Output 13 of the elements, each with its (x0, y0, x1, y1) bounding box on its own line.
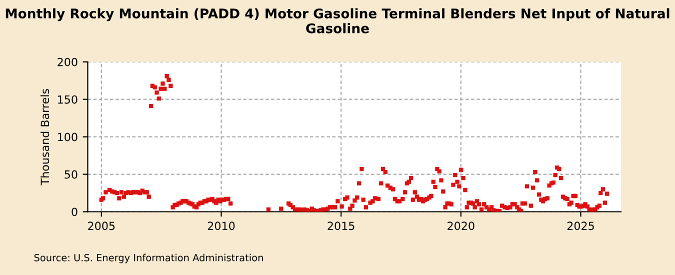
x-tick-label: 2025 (567, 222, 594, 230)
y-tick-label: 100 (58, 132, 78, 142)
y-axis-title: Thousand Barrels (40, 88, 50, 186)
y-tick-label: 0 (72, 208, 78, 216)
chart-title: Monthly Rocky Mountain (PADD 4) Motor Gasoline Terminal Blenders Net Input of Natural Gasoline (6, 8, 670, 34)
y-tick-label: 200 (58, 58, 78, 66)
x-tick-label: 2020 (448, 222, 474, 230)
y-tick-label: 150 (58, 95, 78, 104)
x-tick-label: 2010 (208, 222, 235, 230)
x-tick-label: 2005 (88, 222, 115, 230)
x-tick-label: 2015 (328, 222, 354, 230)
y-tick-label: 50 (64, 170, 78, 179)
source-note: Source: U.S. Energy Information Administration (34, 254, 263, 264)
